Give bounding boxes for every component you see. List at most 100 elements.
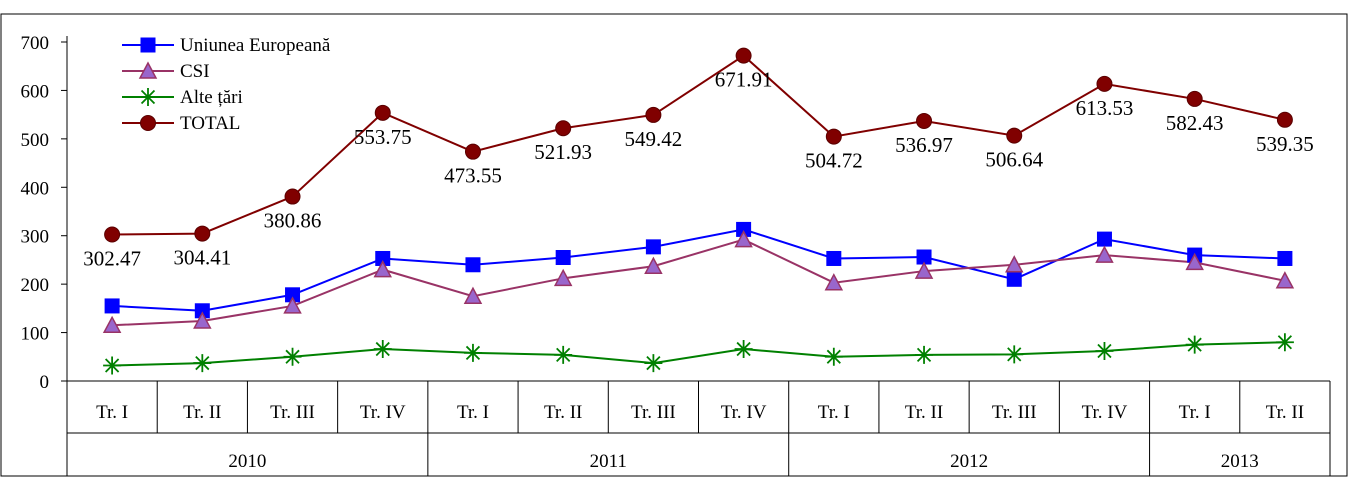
- data-point-alte-ri: [103, 356, 122, 375]
- data-point-alte-ri: [824, 347, 843, 366]
- year-label: 2013: [1221, 451, 1259, 472]
- x-tick-label: Tr. II: [1266, 402, 1304, 423]
- data-point-alte-ri: [554, 345, 573, 364]
- data-point-uniunea-european: [1096, 231, 1112, 247]
- x-tick-label: Tr. I: [818, 402, 850, 423]
- legend-label-total: TOTAL: [180, 113, 240, 134]
- y-tick-label: 0: [40, 372, 50, 393]
- data-label-total: 553.75: [354, 125, 412, 149]
- x-tick-label: Tr. II: [183, 402, 221, 423]
- data-point-uniunea-european: [826, 250, 842, 266]
- x-tick-label: Tr. IV: [721, 402, 767, 423]
- data-point-alte-ri: [1275, 333, 1294, 352]
- y-tick-label: 300: [21, 227, 50, 248]
- data-point-csi: [1185, 252, 1204, 271]
- chart-border: [0, 13, 1348, 477]
- data-point-total: [104, 226, 121, 243]
- data-point-csi: [1095, 245, 1114, 263]
- series-markers: [102, 47, 1295, 375]
- data-label-total: 613.53: [1076, 96, 1134, 120]
- data-point-csi: [734, 229, 753, 248]
- data-point-uniunea-european: [1277, 250, 1293, 266]
- data-point-total: [825, 128, 842, 145]
- data-point-total: [374, 104, 391, 121]
- data-point-uniunea-european: [465, 257, 481, 273]
- x-axis: Tr. I Tr. II Tr. III Tr. IV Tr. I Tr. II Tr. I…: [66, 380, 1331, 476]
- legend-label-uniunea-european: Uniunea Europeană: [180, 35, 331, 56]
- legend-marker-total: [140, 115, 156, 131]
- data-label-total: 539.35: [1256, 132, 1314, 156]
- data-labels: 302.47 304.41 380.86 553.75 473.55 521.93 549.…: [83, 68, 1314, 271]
- data-point-total: [1276, 111, 1293, 128]
- data-point-alte-ri: [283, 347, 302, 366]
- y-tick-label: 100: [21, 324, 50, 345]
- data-point-total: [645, 106, 662, 123]
- series-lines: [112, 54, 1286, 367]
- data-point-csi: [463, 286, 483, 304]
- data-point-csi: [1005, 255, 1024, 273]
- y-tick-label: 700: [21, 33, 50, 54]
- data-point-total: [464, 143, 481, 160]
- data-point-total: [284, 188, 301, 205]
- data-label-total: 582.43: [1166, 111, 1224, 135]
- x-tick-label: Tr. IV: [360, 402, 406, 423]
- x-tick-label: Tr. II: [905, 402, 943, 423]
- x-tick-label: Tr. I: [96, 402, 128, 423]
- legend-marker-alte-ri: [139, 88, 157, 106]
- year-label: 2012: [950, 451, 988, 472]
- y-tick-label: 400: [21, 178, 50, 199]
- x-tick-label: Tr. III: [992, 402, 1037, 423]
- data-point-total: [1096, 75, 1113, 92]
- data-label-total: 506.64: [985, 148, 1043, 172]
- x-tick-label: Tr. III: [270, 402, 315, 423]
- data-point-alte-ri: [734, 340, 753, 359]
- data-label-total: 380.86: [264, 209, 322, 233]
- y-tick-label: 200: [21, 275, 50, 296]
- series-line-total: [112, 54, 1286, 236]
- series-line-alte-ri: [112, 341, 1285, 367]
- x-tick-label: Tr. IV: [1082, 402, 1128, 423]
- data-point-total: [916, 112, 933, 129]
- data-point-alte-ri: [193, 354, 212, 373]
- data-label-total: 504.72: [805, 149, 863, 173]
- data-point-csi: [373, 260, 392, 278]
- series-line-uniunea-european: [112, 228, 1285, 312]
- data-point-csi: [914, 261, 934, 279]
- data-point-total: [1186, 90, 1203, 107]
- data-point-alte-ri: [463, 343, 482, 362]
- data-point-uniunea-european: [555, 250, 571, 266]
- data-point-csi: [644, 256, 663, 274]
- x-tick-label: Tr. I: [457, 402, 489, 423]
- data-point-alte-ri: [644, 354, 663, 373]
- legend-label-csi: CSI: [180, 61, 210, 82]
- data-label-total: 302.47: [83, 247, 141, 271]
- data-label-total: 473.55: [444, 164, 502, 188]
- data-point-csi: [1275, 271, 1295, 289]
- y-tick-label: 500: [21, 130, 50, 151]
- data-point-csi: [102, 315, 122, 334]
- legend-label-alte-ri: Alte țări: [180, 87, 243, 108]
- year-label: 2011: [590, 451, 627, 472]
- data-point-csi: [283, 296, 302, 314]
- legend: Uniunea Europeană CSI Alte țări TOTAL: [122, 35, 331, 134]
- year-label: 2010: [228, 451, 266, 472]
- y-axis: 0 100 200 300 400 500 600 700: [21, 33, 68, 393]
- data-point-csi: [553, 268, 573, 287]
- data-point-total: [735, 47, 752, 64]
- legend-marker-csi: [138, 61, 158, 79]
- x-tick-label: Tr. III: [631, 402, 676, 423]
- data-label-total: 549.42: [625, 127, 683, 151]
- data-point-alte-ri: [915, 345, 934, 364]
- data-point-csi: [193, 311, 212, 329]
- data-label-total: 521.93: [534, 140, 592, 164]
- data-point-total: [1006, 127, 1023, 144]
- x-tick-label: Tr. I: [1179, 402, 1211, 423]
- data-point-alte-ri: [373, 340, 392, 359]
- data-point-uniunea-european: [104, 298, 120, 314]
- series-line-csi: [112, 238, 1286, 327]
- data-point-alte-ri: [1005, 345, 1024, 364]
- y-tick-label: 600: [21, 81, 50, 102]
- legend-marker-uniunea-european: [140, 37, 156, 53]
- data-point-uniunea-european: [1006, 271, 1022, 287]
